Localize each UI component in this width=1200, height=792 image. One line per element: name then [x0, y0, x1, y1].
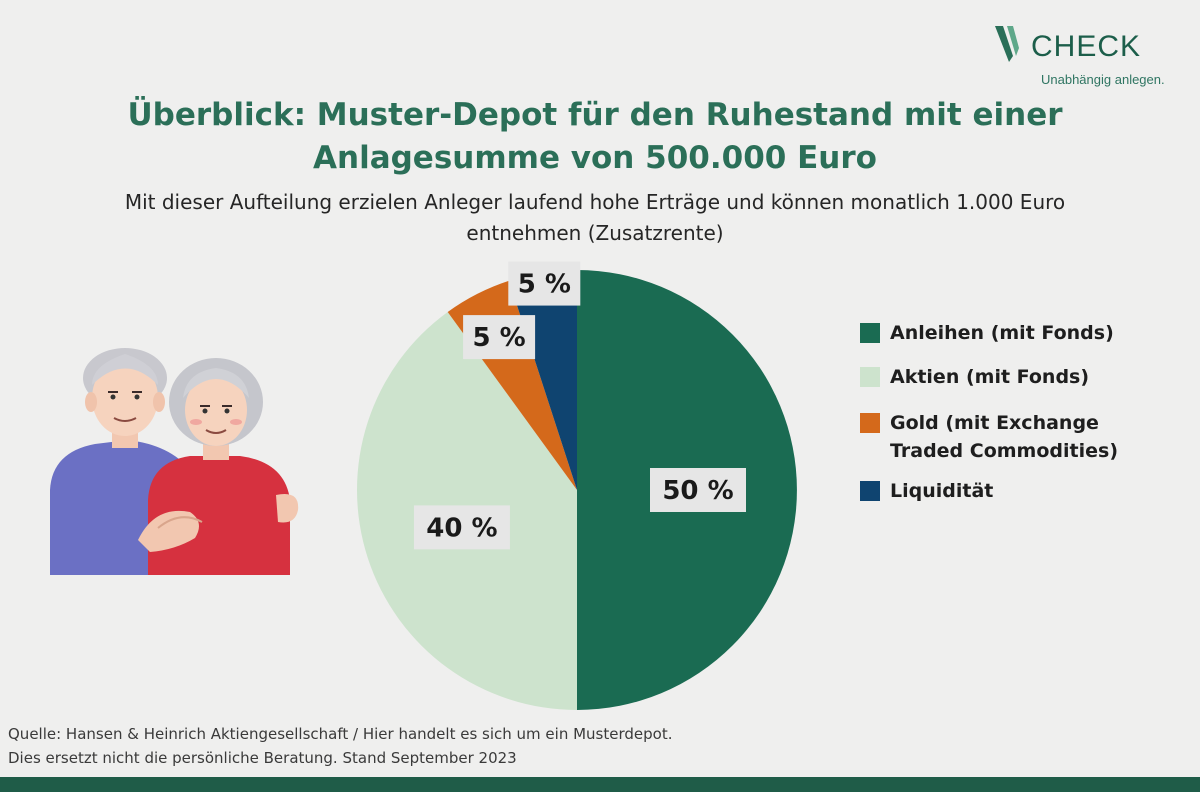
- data-label-aktien: 40 %: [413, 505, 510, 550]
- chart-title-line2: Anlagesumme von 500.000 Euro: [313, 140, 877, 176]
- pie-chart: 50 % 40 % 5 % 5 %: [357, 261, 797, 710]
- source-note-line2: Dies ersetzt nicht die persönliche Berat…: [8, 749, 517, 767]
- legend-swatch-aktien: [860, 367, 880, 387]
- legend-swatch-anleihen: [860, 323, 880, 343]
- data-label-anleihen: 50 %: [650, 468, 746, 512]
- data-label-box: [650, 468, 746, 512]
- chart-subtitle-line2: entnehmen (Zusatzrente): [466, 221, 724, 245]
- elderly-couple-illustration: [50, 348, 299, 575]
- brand-logo: CHECK Unabhängig anlegen.: [995, 22, 1185, 92]
- data-label-box: [508, 261, 581, 306]
- data-label-text: 5 %: [472, 323, 525, 353]
- bottom-bar: [0, 777, 1200, 792]
- legend-label-gold-line2: Traded Commodities): [890, 440, 1118, 462]
- legend-swatch-gold: [860, 413, 880, 433]
- legend-swatch-liquiditaet: [860, 481, 880, 501]
- data-label-box: [463, 315, 536, 360]
- source-note-line1: Quelle: Hansen & Heinrich Aktiengesellsc…: [8, 725, 673, 743]
- pie-labels: 50 % 40 % 5 % 5 %: [413, 261, 746, 550]
- legend-label-aktien: Aktien (mit Fonds): [890, 366, 1090, 388]
- data-label-box: [413, 505, 510, 550]
- legend-label-anleihen: Anleihen (mit Fonds): [890, 322, 1114, 344]
- data-label-gold: 5 %: [463, 315, 536, 360]
- legend-label-gold-line1: Gold (mit Exchange: [890, 412, 1099, 434]
- legend-label-liquiditaet: Liquidität: [890, 480, 994, 502]
- v-logo-icon: [995, 26, 1019, 62]
- data-label-text: 50 %: [662, 476, 733, 506]
- chart-subtitle-line1: Mit dieser Aufteilung erzielen Anleger l…: [124, 190, 1066, 214]
- brand-tagline: Unabhängig anlegen.: [1041, 72, 1165, 87]
- data-label-liquiditaet: 5 %: [508, 261, 581, 306]
- data-label-text: 40 %: [426, 513, 497, 543]
- brand-name: CHECK: [1031, 30, 1142, 63]
- chart-title-line1: Überblick: Muster-Depot für den Ruhestan…: [127, 97, 1063, 133]
- data-label-text: 5 %: [518, 270, 571, 300]
